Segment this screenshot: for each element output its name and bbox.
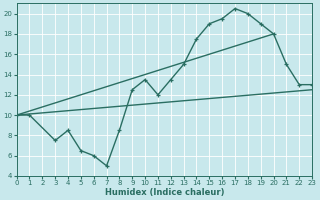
X-axis label: Humidex (Indice chaleur): Humidex (Indice chaleur) (105, 188, 224, 197)
